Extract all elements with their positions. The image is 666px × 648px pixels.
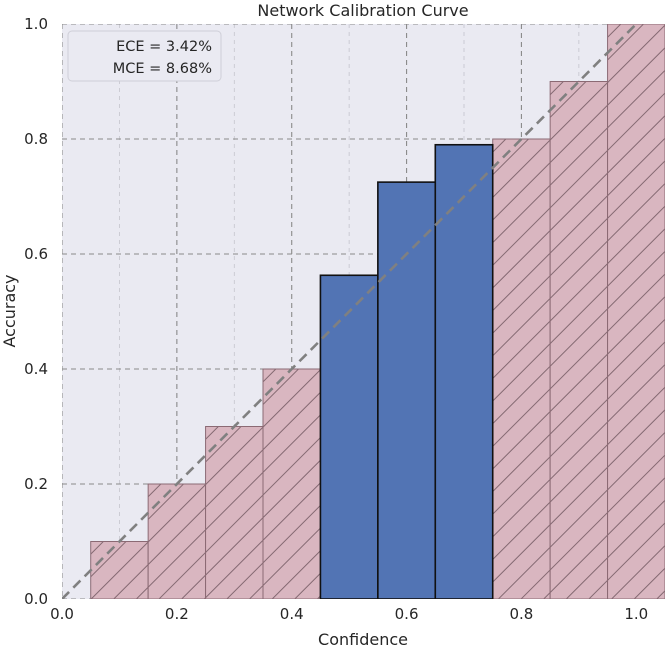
ece-label: ECE = 3.42% — [116, 39, 212, 55]
x-tick-label-3: 0.6 — [395, 605, 419, 623]
y-tick-label-1: 0.2 — [24, 475, 48, 493]
expected-bar-hatch-7 — [492, 138, 551, 599]
expected-bar-hatch-2 — [205, 426, 264, 599]
y-tick-labels: 0.0 0.2 0.4 0.6 0.8 1.0 — [24, 15, 48, 608]
observed-bar-2 — [434, 143, 494, 599]
bars — [90, 24, 665, 599]
x-tick-label-2: 0.4 — [280, 605, 304, 623]
y-tick-label-0: 0.0 — [24, 590, 48, 608]
y-tick-label-4: 0.8 — [24, 130, 48, 148]
x-tick-label-5: 1.0 — [624, 605, 648, 623]
expected-bar-hatch-8 — [549, 81, 609, 599]
diagonal-reference — [62, 24, 639, 599]
x-tick-label-1: 0.2 — [165, 605, 189, 623]
y-tick-label-5: 1.0 — [24, 15, 48, 33]
metrics-legend: ECE = 3.42% MCE = 8.68% — [67, 30, 222, 82]
y-axis-label: Accuracy — [0, 274, 19, 347]
x-tick-labels: 0.0 0.2 0.4 0.6 0.8 1.0 — [50, 605, 648, 623]
expected-bar-hatch-3 — [262, 368, 321, 599]
perfect-calibration-line — [62, 24, 639, 599]
legend-box — [67, 30, 222, 82]
x-tick-label-0: 0.0 — [50, 605, 74, 623]
chart-title: Network Calibration Curve — [257, 1, 468, 20]
expected-bar-hatch-9 — [607, 24, 665, 599]
y-tick-label-2: 0.4 — [24, 360, 48, 378]
x-axis-label: Confidence — [318, 630, 408, 648]
expected-bar-hatch-0 — [90, 541, 149, 599]
observed-bar-1 — [377, 181, 437, 599]
expected-bar-hatch-1 — [147, 483, 207, 599]
x-tick-label-4: 0.8 — [509, 605, 533, 623]
y-tick-label-3: 0.6 — [24, 245, 48, 263]
observed-bar-0 — [319, 274, 379, 599]
mce-label: MCE = 8.68% — [113, 61, 212, 77]
